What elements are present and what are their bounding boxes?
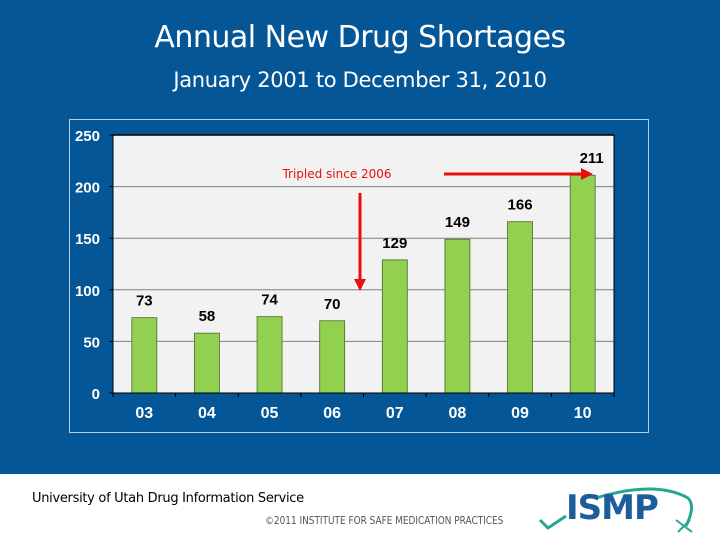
bar-09 [507,221,533,394]
data-label: 129 [382,235,407,252]
x-tick-label: 09 [511,405,529,422]
annotation-tripled-since-2006: Tripled since 2006 [281,167,391,181]
chart-subtitle: January 2001 to December 31, 2010 [173,68,547,92]
rx-tail-icon [675,519,693,533]
bar-03 [131,317,158,394]
logo-text: ISMP [566,488,659,528]
data-label: 166 [508,197,533,214]
data-label: 70 [324,296,341,313]
checkmark-icon [538,514,567,530]
data-label: 74 [261,292,278,309]
data-label: 149 [445,214,470,231]
x-tick-label: 05 [261,405,279,422]
swoosh-icon [595,487,693,527]
bar-05 [256,316,283,394]
x-tick-label: 07 [386,405,404,422]
chart-frame [69,119,649,433]
data-label: 211 [580,150,604,167]
y-tick-label: 50 [83,334,100,351]
y-tick-label: 100 [75,283,100,300]
chart-title: Annual New Drug Shortages [154,20,566,55]
bar-04 [194,332,220,394]
bar-10 [569,174,596,394]
data-label: 58 [199,308,216,325]
x-tick-label: 08 [449,405,467,422]
y-tick-label: 250 [75,128,100,145]
copyright-notice: ©2011 INSTITUTE FOR SAFE MEDICATION PRAC… [265,515,504,527]
data-label: 73 [136,293,153,310]
bar-06 [319,320,346,394]
y-tick-label: 150 [75,231,100,248]
bar-08 [444,238,471,394]
bar-chart: 0 50 100 150 200 250 03 04 05 06 07 08 09 10 73 58 74 7… [75,128,615,422]
x-tick-label: 10 [574,405,592,422]
source-credit: University of Utah Drug Information Serv… [32,491,304,506]
y-tick-label: 0 [92,386,100,403]
y-tick-label: 200 [75,180,100,197]
ismp-logo: ISMP [536,484,706,534]
bar-07 [381,259,408,394]
x-tick-label: 06 [323,405,341,422]
x-tick-label: 03 [135,405,153,422]
x-tick-label: 04 [198,405,216,422]
